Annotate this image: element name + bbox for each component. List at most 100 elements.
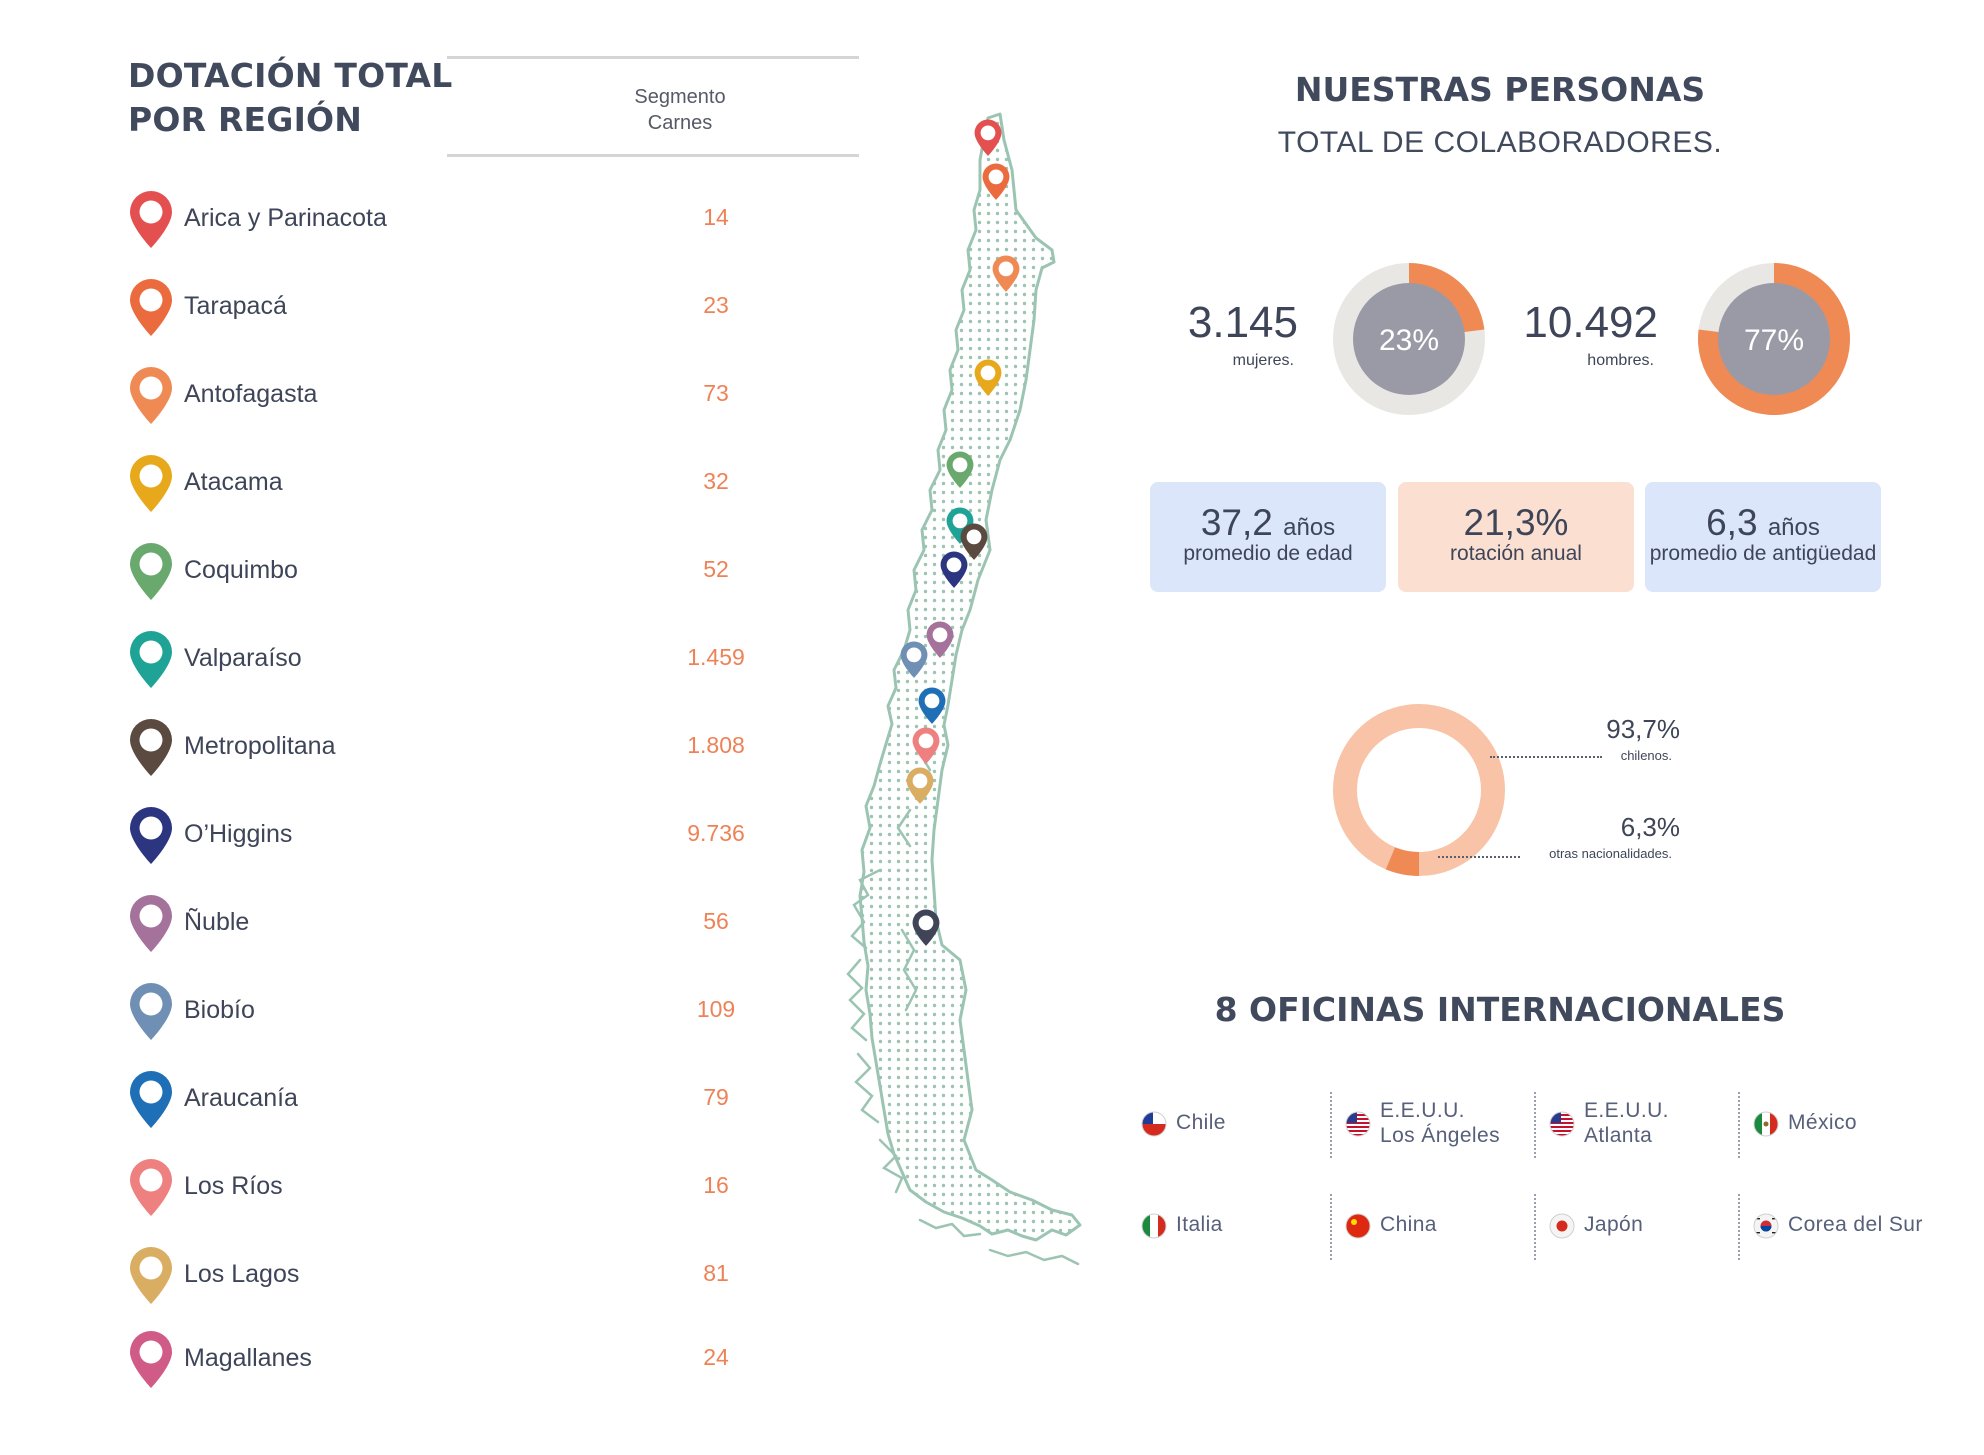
men-donut: 77% <box>1697 262 1851 421</box>
region-name: Antofagasta <box>184 380 318 408</box>
office-china: China <box>1344 1192 1534 1262</box>
men-label: hombres. <box>1587 352 1654 369</box>
men-donut-percentage: 77% <box>1744 324 1804 357</box>
office-name-line1: Italia <box>1176 1213 1223 1236</box>
otras-leader-line <box>1438 856 1520 858</box>
nationality-ring-chart <box>1333 704 1505 876</box>
mexico-flag-icon <box>1752 1110 1780 1138</box>
region-value: 1.459 <box>687 644 745 670</box>
region-name: Magallanes <box>184 1344 312 1372</box>
office-italia: Italia <box>1140 1192 1330 1262</box>
people-title: NUESTRAS PERSONAS <box>1294 70 1706 109</box>
segment-header-line1: Segmento <box>634 86 726 108</box>
stat-label: rotación anual <box>1450 542 1582 565</box>
office-name: Japón <box>1584 1212 1643 1237</box>
stat-value-line: 6,3 años <box>1645 502 1881 544</box>
office-name: México <box>1788 1110 1857 1135</box>
office-chile: Chile <box>1140 1090 1330 1160</box>
women-donut-center <box>1353 283 1465 395</box>
region-value: 109 <box>696 996 736 1022</box>
chilenos-leader-line <box>1490 756 1602 758</box>
stat-value: 37,2 <box>1200 502 1273 543</box>
region-row-atacama: Atacama 32 <box>126 454 729 514</box>
map-pin-icon <box>898 640 930 680</box>
women-count: 3.145 <box>1187 298 1298 347</box>
office-name-line1: Chile <box>1176 1111 1226 1134</box>
men-donut-chart: 77% <box>1698 263 1850 415</box>
people-subtitle: TOTAL DE COLABORADORES. <box>1277 126 1723 159</box>
stat-unit: años <box>1767 514 1820 541</box>
region-name: Los Ríos <box>184 1172 283 1200</box>
location-pin-icon <box>126 1246 176 1306</box>
japan-flag-icon <box>1548 1212 1576 1240</box>
women-donut-chart: 23% <box>1333 263 1485 415</box>
location-pin-icon <box>126 1330 176 1390</box>
chilenos-ring-segment <box>1333 704 1505 876</box>
region-name: Coquimbo <box>184 556 298 584</box>
location-pin-icon <box>126 806 176 866</box>
chilenos-percentage: 93,7% <box>1606 714 1680 744</box>
map-pin-icon <box>910 908 942 948</box>
office-separator <box>1738 1194 1740 1260</box>
region-value: 56 <box>703 908 729 934</box>
map-pin-icon <box>916 686 948 726</box>
office-name-line1: Japón <box>1584 1213 1644 1236</box>
map-pin-icon <box>990 254 1022 294</box>
region-row-valparaiso: Valparaíso 1.459 <box>126 630 745 690</box>
usa-flag-icon <box>1548 1110 1576 1138</box>
location-pin-icon <box>126 1070 176 1130</box>
men-count: 10.492 <box>1523 298 1658 347</box>
men-donut-center <box>1718 283 1830 395</box>
region-value: 23 <box>703 292 729 318</box>
office-e-e-u-u-los-angeles: E.E.U.U. Los Ángeles <box>1344 1090 1534 1160</box>
region-row-o-higgins: O’Higgins 9.736 <box>126 806 745 866</box>
office-name: Italia <box>1176 1212 1223 1237</box>
women-donut: 23% <box>1332 262 1486 421</box>
location-pin-icon <box>126 982 176 1042</box>
region-name: Valparaíso <box>184 644 302 672</box>
location-pin-icon <box>126 454 176 514</box>
nationality-ring <box>1332 703 1506 882</box>
location-pin-icon <box>126 366 176 426</box>
offices-title: 8 OFICINAS INTERNACIONALES <box>1214 990 1786 1029</box>
office-name: E.E.U.U. Los Ángeles <box>1380 1098 1500 1148</box>
segment-bottom-rule <box>447 154 859 157</box>
region-name: O’Higgins <box>184 820 293 848</box>
region-row-los-rios: Los Ríos 16 <box>126 1158 729 1218</box>
office-name-line1: E.E.U.U. <box>1584 1099 1669 1122</box>
office-name: China <box>1380 1212 1437 1237</box>
italy-flag-icon <box>1140 1212 1168 1240</box>
region-name: Tarapacá <box>184 292 287 320</box>
map-pin-icon <box>904 766 936 806</box>
women-label: mujeres. <box>1232 352 1294 369</box>
segment-column-header: Segmento Carnes <box>600 84 760 136</box>
office-separator <box>1330 1194 1332 1260</box>
otras-percentage: 6,3% <box>1620 812 1680 842</box>
stat-label: promedio de antigüedad <box>1649 542 1877 565</box>
stat-value-line: 37,2 años <box>1150 502 1386 544</box>
office-separator <box>1534 1092 1536 1158</box>
office-name-line1: E.E.U.U. <box>1380 1099 1465 1122</box>
region-row-antofagasta: Antofagasta 73 <box>126 366 729 426</box>
region-name: Los Lagos <box>184 1260 300 1288</box>
office-separator <box>1330 1092 1332 1158</box>
map-pin-icon <box>944 450 976 490</box>
region-name: Arica y Parinacota <box>184 204 387 232</box>
location-pin-icon <box>126 630 176 690</box>
region-value: 81 <box>703 1260 729 1286</box>
office-japon: Japón <box>1548 1192 1738 1262</box>
chilenos-label: chilenos. <box>1620 748 1672 763</box>
region-table-title-line2: POR REGIÓN <box>128 100 363 139</box>
segment-header-line2: Carnes <box>647 112 713 134</box>
office-corea-del-sur: Corea del Sur <box>1752 1192 1942 1262</box>
region-value: 52 <box>703 556 729 582</box>
region-row-arica-y-parinacota: Arica y Parinacota 14 <box>126 190 729 250</box>
stat-unit: años <box>1283 514 1336 541</box>
map-pin-icon <box>924 620 956 660</box>
stat-box-2: 21,3% rotación anual <box>1398 482 1634 592</box>
korea-flag-icon <box>1752 1212 1780 1240</box>
region-row-nuble: Ñuble 56 <box>126 894 729 954</box>
stat-value: 21,3% <box>1463 502 1569 543</box>
office-name-line2: Los Ángeles <box>1380 1124 1500 1147</box>
otras-label: otras nacionalidades. <box>1549 846 1672 861</box>
